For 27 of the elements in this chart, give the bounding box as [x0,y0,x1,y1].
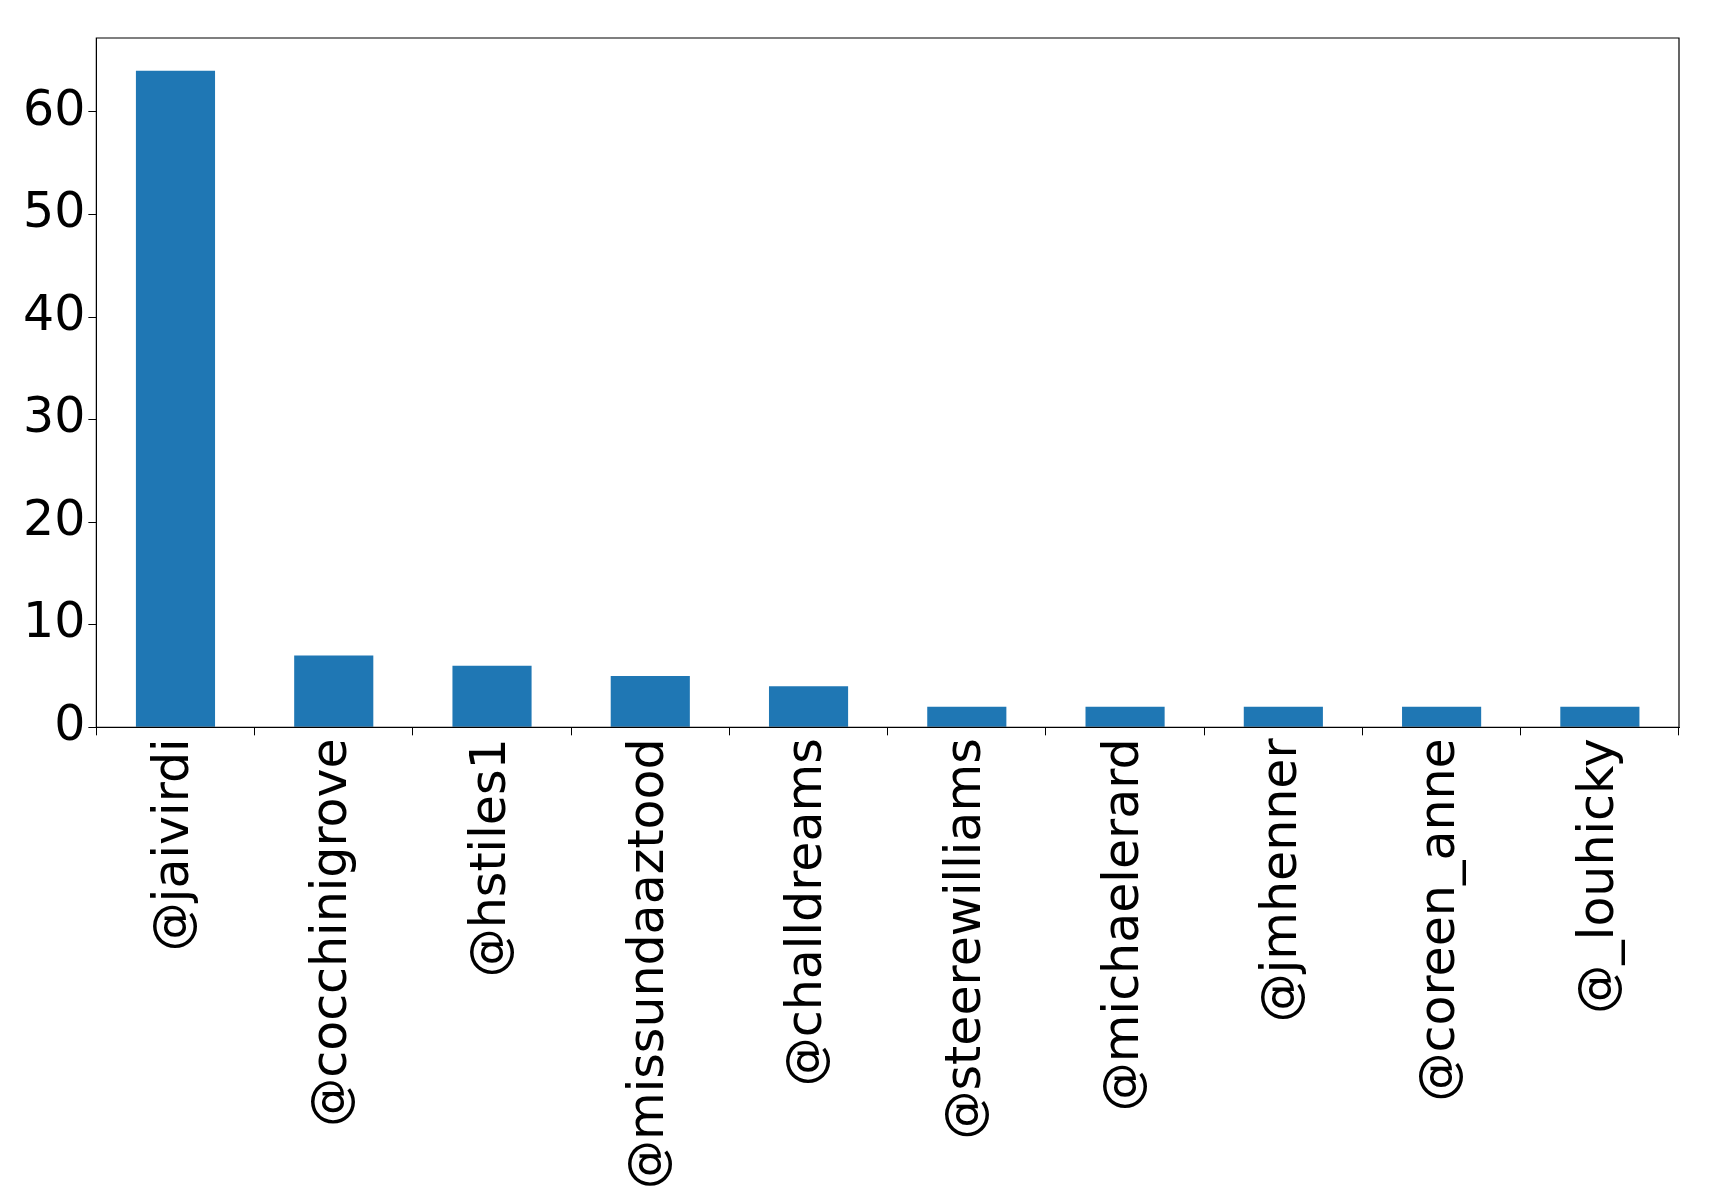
x-tick-label: @jaivirdi [143,738,201,952]
bar [135,70,216,727]
y-tick-label: 10 [22,592,86,650]
bar [1560,706,1640,727]
y-tick-label: 60 [22,79,86,137]
x-tick-label: @michaelerard [1092,738,1150,1112]
y-tick-label: 50 [22,182,86,240]
x-tick-label: @steerewilliams [934,738,992,1140]
x-tick-label: @cocchinigrove [301,738,359,1127]
y-tick-label: 0 [54,695,86,753]
bar [1085,706,1165,727]
bar [1402,706,1482,727]
x-tick-label: @missundaaztood [618,738,676,1190]
bar [294,655,374,727]
x-tick-label: @hstiles1 [459,738,517,978]
x-tick-label: @challdreams [776,738,834,1087]
bar [768,686,849,727]
y-tick-label: 30 [22,387,86,445]
y-tick-label: 40 [22,284,86,342]
x-tick-label: @jmhenner [1251,737,1309,1023]
x-tick-label: @_louhicky [1567,738,1625,1014]
bar [452,665,532,727]
y-tick-label: 20 [22,489,86,547]
bar [610,676,690,727]
bar [927,706,1007,727]
x-tick-label: @coreen_anne [1409,738,1467,1102]
bar [1243,706,1323,727]
